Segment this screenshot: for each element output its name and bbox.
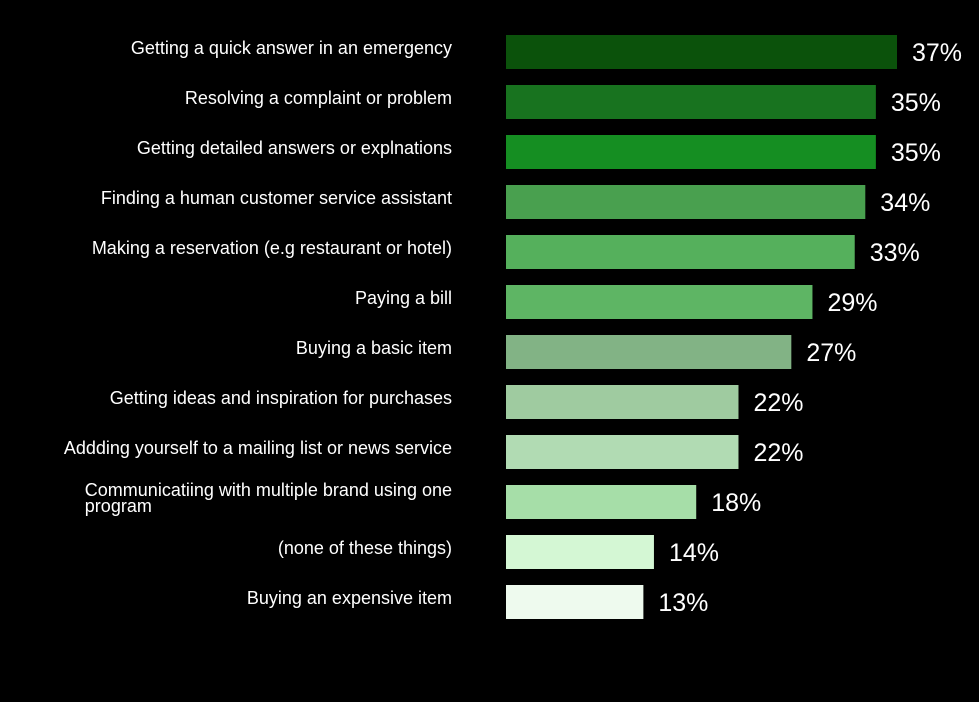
- value-label: 18%: [711, 489, 761, 517]
- value-labels: 37%35%35%34%33%29%27%22%22%18%14%13%: [658, 39, 962, 617]
- category-label: Getting detailed answers or explnations: [137, 138, 452, 158]
- bar: [506, 335, 792, 369]
- bar: [506, 35, 897, 69]
- category-label: Buying an expensive item: [247, 588, 452, 608]
- category-label: Getting a quick answer in an emergency: [131, 38, 452, 58]
- bar: [506, 235, 855, 269]
- bar: [506, 385, 739, 419]
- value-label: 35%: [891, 89, 941, 117]
- bar: [506, 285, 813, 319]
- category-label: Buying a basic item: [296, 338, 452, 358]
- category-label: Communicatiing with multiple brand using…: [85, 480, 452, 516]
- bar: [506, 185, 866, 219]
- category-labels: Getting a quick answer in an emergency Re…: [64, 38, 452, 608]
- bar: [506, 135, 876, 169]
- category-label: Resolving a complaint or problem: [185, 88, 452, 108]
- value-label: 35%: [891, 139, 941, 167]
- category-label: Getting ideas and inspiration for purcha…: [110, 388, 452, 408]
- category-label: Addding yourself to a mailing list or ne…: [64, 438, 452, 458]
- value-label: 29%: [827, 289, 877, 317]
- value-label: 27%: [806, 339, 856, 367]
- value-label: 13%: [658, 589, 708, 617]
- value-label: 33%: [870, 239, 920, 267]
- value-label: 14%: [669, 539, 719, 567]
- bar: [506, 435, 739, 469]
- value-label: 37%: [912, 39, 962, 67]
- category-label: Making a reservation (e.g restaurant or …: [92, 238, 452, 258]
- value-label: 22%: [753, 439, 803, 467]
- bar: [506, 85, 876, 119]
- category-label: Paying a bill: [355, 288, 452, 308]
- value-label: 34%: [880, 189, 930, 217]
- value-label: 22%: [753, 389, 803, 417]
- bar: [506, 535, 654, 569]
- bar: [506, 585, 644, 619]
- bar: [506, 485, 697, 519]
- category-label: Finding a human customer service assista…: [101, 188, 452, 208]
- category-label: (none of these things): [278, 538, 452, 558]
- bars: [506, 35, 897, 619]
